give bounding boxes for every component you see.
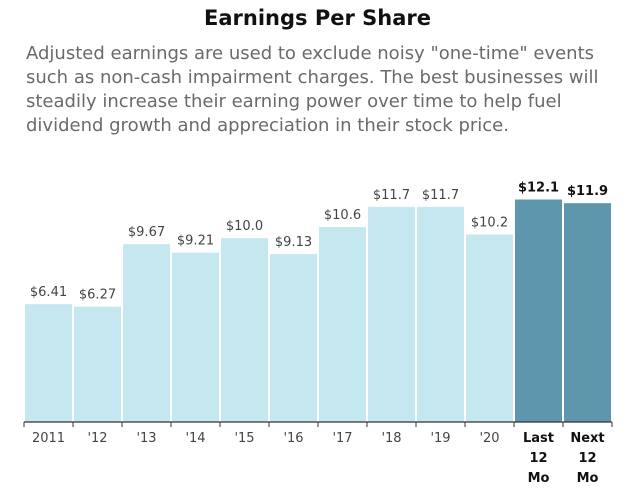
bar-3 bbox=[172, 252, 219, 422]
bar-7 bbox=[368, 206, 415, 422]
value-label-3: $9.21 bbox=[177, 234, 214, 249]
value-label-11: $11.9 bbox=[567, 184, 608, 199]
tick-label-10: Last 12 Mo bbox=[523, 431, 554, 486]
tick-label-1: '12 bbox=[87, 431, 107, 446]
bar-2 bbox=[123, 244, 170, 422]
tick-label-0: 2011 bbox=[32, 431, 65, 446]
value-label-8: $11.7 bbox=[422, 188, 459, 203]
tick-label-9: '20 bbox=[479, 431, 499, 446]
value-label-1: $6.27 bbox=[79, 288, 116, 303]
value-label-10: $12.1 bbox=[518, 181, 559, 196]
tick-label-8: '19 bbox=[430, 431, 450, 446]
bar-0 bbox=[25, 304, 72, 422]
tick-label-7: '18 bbox=[381, 431, 401, 446]
chart-description: Adjusted earnings are used to exclude no… bbox=[26, 43, 599, 136]
bar-6 bbox=[319, 227, 366, 422]
value-label-9: $10.2 bbox=[471, 215, 508, 230]
value-label-0: $6.41 bbox=[30, 285, 67, 300]
bar-8 bbox=[417, 206, 464, 422]
chart-title: Earnings Per Share bbox=[204, 6, 431, 30]
tick-label-6: '17 bbox=[332, 431, 352, 446]
bar-4 bbox=[221, 238, 268, 422]
bar-1 bbox=[74, 306, 121, 422]
tick-label-11: Next 12 Mo bbox=[570, 431, 604, 486]
value-label-2: $9.67 bbox=[128, 225, 165, 240]
tick-label-2: '13 bbox=[136, 431, 156, 446]
value-label-4: $10.0 bbox=[226, 219, 263, 234]
bar-5 bbox=[270, 254, 317, 422]
tick-label-4: '15 bbox=[234, 431, 254, 446]
tick-label-3: '14 bbox=[185, 431, 205, 446]
value-label-7: $11.7 bbox=[373, 188, 410, 203]
value-label-6: $10.6 bbox=[324, 208, 361, 223]
value-label-5: $9.13 bbox=[275, 235, 312, 250]
tick-label-5: '16 bbox=[283, 431, 303, 446]
bar-11 bbox=[564, 203, 611, 422]
bar-10 bbox=[515, 199, 562, 422]
bar-9 bbox=[466, 234, 513, 422]
